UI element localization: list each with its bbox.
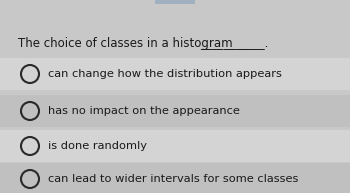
- Circle shape: [21, 65, 39, 83]
- Circle shape: [21, 170, 39, 188]
- Bar: [0, 58, 350, 90]
- Text: can change how the distribution appears: can change how the distribution appears: [48, 69, 282, 79]
- Bar: [0, 130, 350, 162]
- Text: has no impact on the appearance: has no impact on the appearance: [48, 106, 240, 116]
- Text: ___________.: ___________.: [200, 37, 268, 51]
- Text: The choice of classes in a histogram: The choice of classes in a histogram: [18, 37, 236, 51]
- Circle shape: [21, 137, 39, 155]
- Text: is done randomly: is done randomly: [48, 141, 147, 151]
- Circle shape: [21, 102, 39, 120]
- Bar: [155, 0, 195, 4]
- Bar: [0, 95, 350, 127]
- Bar: [0, 163, 350, 193]
- Text: can lead to wider intervals for some classes: can lead to wider intervals for some cla…: [48, 174, 298, 184]
